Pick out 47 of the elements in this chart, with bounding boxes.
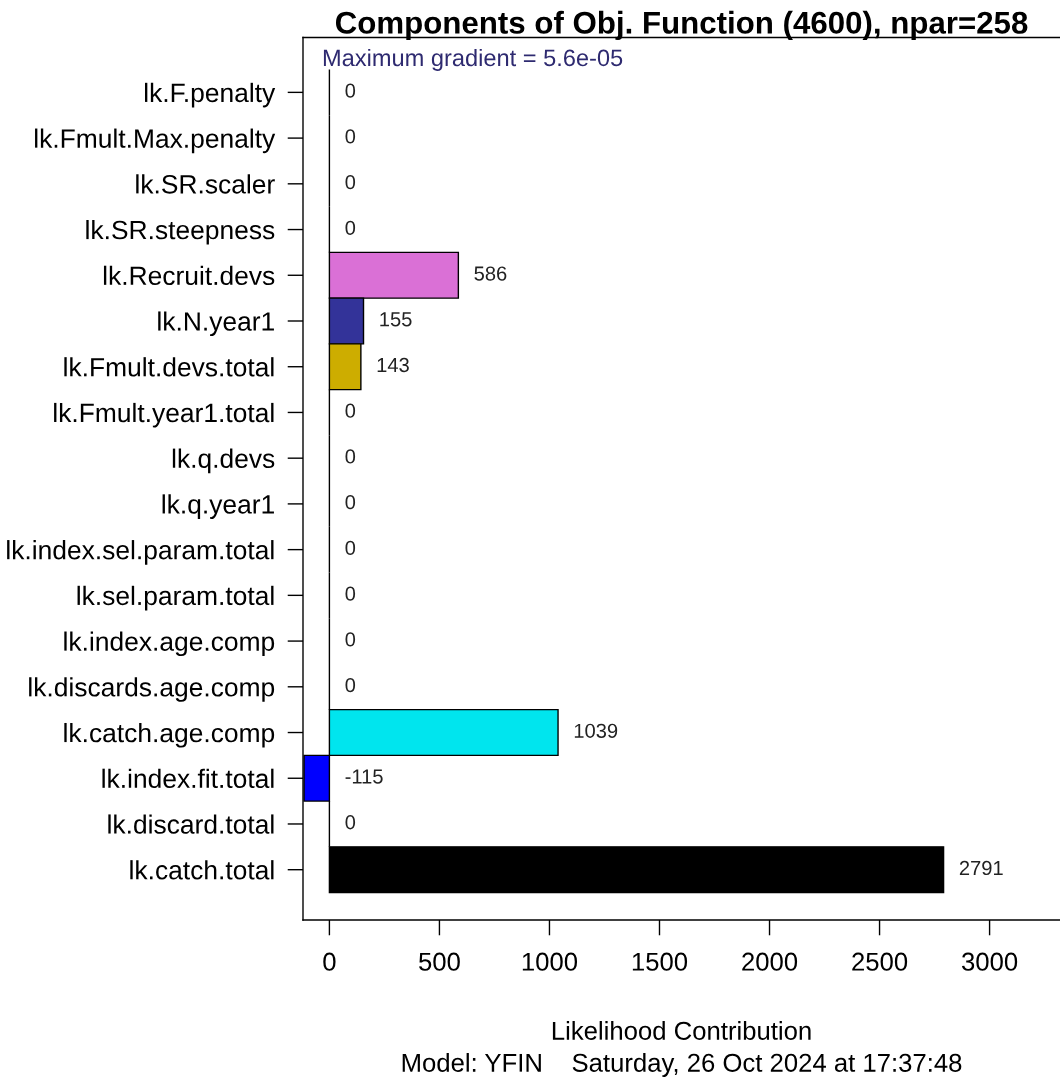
y-tick-label: lk.SR.steepness xyxy=(86,219,275,245)
data-label: 143 xyxy=(377,357,409,373)
data-label: 0 xyxy=(345,677,356,693)
y-tick-label: lk.N.year1 xyxy=(158,311,274,337)
data-label: 155 xyxy=(380,312,412,327)
x-tick-label: 1500 xyxy=(632,952,688,971)
data-label: -115 xyxy=(345,769,383,784)
data-label: 0 xyxy=(345,495,356,510)
y-tick-label: lk.discard.total xyxy=(108,814,274,834)
y-tick-label: lk.catch.age.comp xyxy=(64,722,275,748)
y-tick-label: lk.discards.age.comp xyxy=(29,677,275,702)
chart-subtitle: Maximum gradient = 5.6e-05 xyxy=(323,48,623,71)
data-label: 0 xyxy=(345,632,356,647)
data-label: 0 xyxy=(345,220,356,235)
y-tick-label: lk.Recruit.devs xyxy=(103,265,275,286)
y-tick-label: lk.Fmult.year1.total xyxy=(54,402,274,428)
y-tick-label: lk.SR.scaler xyxy=(136,174,275,194)
x-tick-label: 2500 xyxy=(852,952,908,971)
y-tick-label: lk.sel.param.total xyxy=(77,585,274,611)
y-tick-label: lk.F.penalty xyxy=(145,82,276,108)
y-tick-label: lk.index.age.comp xyxy=(64,631,275,657)
y-tick-label: lk.catch.total xyxy=(130,860,274,880)
y-tick-label: lk.index.fit.total xyxy=(102,768,274,789)
x-tick-label: 3000 xyxy=(961,952,1018,971)
x-axis-title: Likelihood Contribution xyxy=(552,1021,811,1040)
chart-title: Components of Obj. Function (4600), npar=258 xyxy=(335,10,1028,40)
y-tick-label: lk.q.year1 xyxy=(162,494,274,519)
data-label: 0 xyxy=(345,174,356,190)
data-label: 0 xyxy=(345,403,356,418)
x-tick-label: 500 xyxy=(419,952,460,971)
data-label: 0 xyxy=(345,449,356,464)
data-label: 0 xyxy=(345,129,356,144)
data-label: 0 xyxy=(345,586,356,601)
y-tick-label: lk.Fmult.devs.total xyxy=(64,357,274,377)
data-label: 586 xyxy=(474,266,507,281)
data-label: 2791 xyxy=(959,860,1003,876)
data-label: 0 xyxy=(345,815,356,830)
x-tick-label: 2000 xyxy=(742,952,798,971)
data-label: 0 xyxy=(345,540,356,556)
x-tick-label: 0 xyxy=(323,952,336,971)
y-tick-label: lk.index.sel.param.total xyxy=(7,540,274,565)
y-tick-label: lk.Fmult.Max.penalty xyxy=(35,128,276,154)
data-label: 0 xyxy=(345,83,356,98)
x-tick-label: 1000 xyxy=(522,952,578,971)
y-tick-label: lk.q.devs xyxy=(172,448,275,474)
text: Model: YFIN Saturday, 26 Oct 2024 at 17:37:48 xyxy=(402,1053,962,1077)
data-label: 1039 xyxy=(574,723,618,738)
